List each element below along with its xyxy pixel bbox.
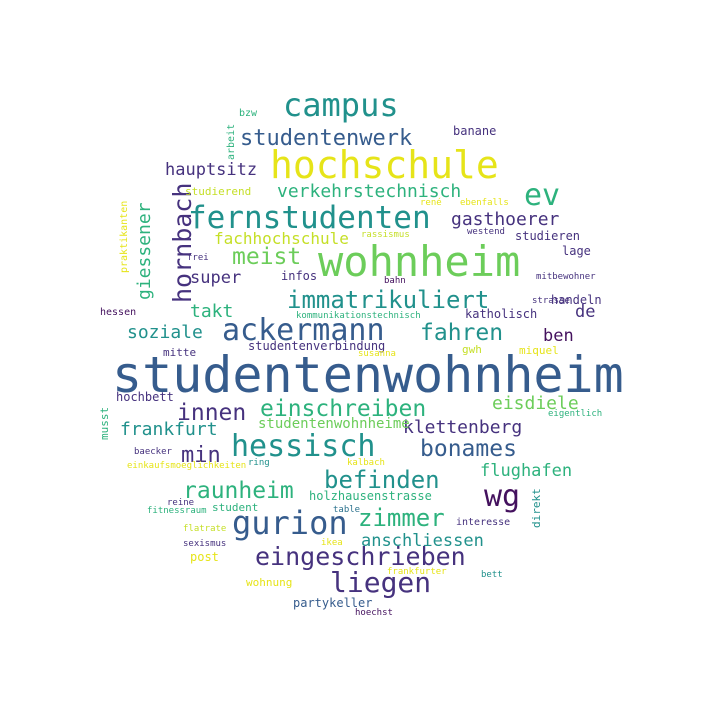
word-flatrate: flatrate (183, 524, 226, 534)
word-mitbewohner: mitbewohner (536, 272, 596, 282)
word-bahn: bahn (384, 276, 406, 286)
word-hoechst: hoechst (355, 608, 393, 618)
word-hauptsitz: hauptsitz (165, 160, 257, 180)
word-studieren: studieren (515, 229, 580, 243)
word-wohnung: wohnung (246, 576, 292, 589)
word-baecker: baecker (134, 447, 173, 457)
word-raunheim: raunheim (183, 478, 294, 504)
word-interesse: interesse (456, 517, 510, 528)
word-wohnheim: wohnheim (318, 237, 520, 286)
word-ben: ben (543, 326, 574, 346)
word-gasthoerer: gasthoerer (451, 209, 560, 230)
word-sexismus: sexismus (183, 539, 226, 549)
word-post: post (190, 550, 219, 564)
word-kalbach: kalbach (347, 458, 385, 468)
word-anschliessen: anschliessen (361, 531, 484, 551)
word-studentenwerk: studentenwerk (240, 126, 412, 151)
word-hessisch: hessisch (231, 429, 376, 464)
word-ebenfalls: ebenfalls (460, 198, 509, 208)
word-innen: innen (177, 400, 246, 426)
word-meist: meist (232, 244, 301, 270)
word-einschreiben: einschreiben (260, 396, 426, 422)
word-table: table (333, 505, 360, 515)
word-katholisch: katholisch (465, 307, 537, 321)
word-verkehrstechnisch: verkehrstechnisch (277, 181, 461, 202)
word-frankfurter: frankfurter (387, 567, 447, 577)
word-arbeit: arbeit (226, 124, 237, 160)
word-klettenberg: klettenberg (403, 417, 522, 438)
word-ackermann: ackermann (222, 313, 385, 348)
word-rene: rené (420, 197, 442, 208)
word-direkt: direkt (530, 488, 543, 528)
word-hessen: hessen (100, 307, 136, 318)
word-flughafen: flughafen (480, 461, 572, 481)
word-musst: musst (98, 407, 111, 440)
word-banane: banane (453, 124, 496, 138)
word-reine: reine (167, 498, 194, 508)
word-studentenverbindung: studentenverbindung (248, 339, 385, 353)
word-fitnessraum: fitnessraum (147, 506, 207, 516)
word-miquel: miquel (519, 344, 559, 357)
word-eigentlich: eigentlich (548, 409, 602, 419)
word-campus: campus (283, 86, 399, 124)
word-studierend: studierend (185, 185, 251, 198)
word-befinden: befinden (324, 466, 440, 494)
word-ev: ev (524, 178, 560, 213)
word-frankfurt: frankfurt (120, 419, 218, 440)
word-holzhausenstrasse: holzhausenstrasse (309, 489, 432, 503)
word-kommunikationstechnisch: kommunikationstechnisch (296, 311, 421, 321)
word-soziale: soziale (127, 322, 203, 343)
word-studentenwohnheim: studentenwohnheim (112, 346, 624, 404)
word-handeln: handeln (551, 293, 602, 307)
word-min: min (181, 443, 221, 468)
word-bett: bett (481, 570, 503, 580)
word-bonames: bonames (420, 436, 517, 462)
word-fernstudenten: fernstudenten (188, 200, 431, 236)
word-bzw: bzw (239, 108, 258, 119)
word-super: super (190, 268, 241, 288)
word-susanna: susanna (358, 349, 396, 359)
word-student: student (212, 501, 258, 514)
word-einkaufsmoeglichkeiten: einkaufsmoeglichkeiten (127, 461, 246, 471)
word-ring: ring (248, 458, 270, 468)
word-hochschule: hochschule (270, 143, 499, 187)
word-eingeschrieben: eingeschrieben (255, 542, 466, 571)
word-takt: takt (190, 301, 233, 322)
word-praktikanten: praktikanten (119, 201, 130, 273)
word-liegen: liegen (330, 566, 431, 599)
word-fachhochschule: fachhochschule (214, 229, 349, 248)
word-eisdiele: eisdiele (492, 393, 579, 414)
word-hochbett: hochbett (116, 390, 174, 404)
word-rassismus: rassismus (361, 230, 410, 240)
word-strasse: strasse (532, 296, 570, 306)
word-ikea: ikea (321, 538, 343, 548)
word-giessener: giessener (134, 202, 155, 300)
word-de: de (575, 302, 595, 322)
word-wg: wg (484, 479, 520, 514)
word-lage: lage (562, 244, 591, 258)
word-westend: westend (467, 227, 505, 237)
word-partykeller: partykeller (293, 596, 372, 610)
word-fahren: fahren (420, 320, 503, 346)
word-mitte: mitte (163, 346, 196, 359)
word-frei: frei (187, 253, 209, 263)
word-zimmer: zimmer (358, 504, 445, 532)
word-immatrikuliert: immatrikuliert (287, 286, 489, 314)
word-studentenwohnheime: studentenwohnheime (258, 416, 410, 432)
word-gwh: gwh (462, 343, 482, 356)
word-hornbach: hornbach (168, 183, 197, 303)
word-gurion: gurion (232, 504, 348, 542)
word-infos: infos (281, 269, 317, 283)
